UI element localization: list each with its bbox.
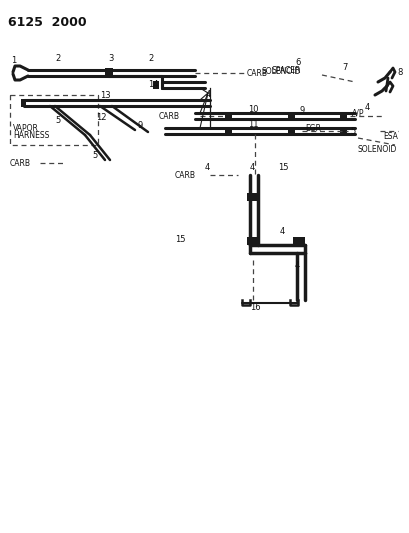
Bar xyxy=(246,193,258,201)
Text: HARNESS: HARNESS xyxy=(13,131,49,140)
Text: 15: 15 xyxy=(175,236,185,245)
Text: 8: 8 xyxy=(396,68,401,77)
Text: 6125  2000: 6125 2000 xyxy=(8,16,86,29)
Text: SOLENOID: SOLENOID xyxy=(261,67,301,76)
Text: ESA: ESA xyxy=(382,132,397,141)
Bar xyxy=(292,237,304,245)
Text: 4: 4 xyxy=(294,261,299,270)
Text: 4: 4 xyxy=(279,228,285,237)
Text: 13: 13 xyxy=(100,91,110,100)
Text: EGR: EGR xyxy=(304,124,320,133)
Text: CARB: CARB xyxy=(159,111,180,120)
Text: CARB: CARB xyxy=(10,158,31,167)
Text: SPACER: SPACER xyxy=(271,66,301,75)
Text: 10: 10 xyxy=(247,104,258,114)
Text: 9: 9 xyxy=(138,120,143,130)
Text: 4: 4 xyxy=(364,102,369,111)
Text: 5: 5 xyxy=(349,126,354,135)
Text: SOLENOID: SOLENOID xyxy=(357,144,396,154)
Text: 15: 15 xyxy=(277,163,288,172)
Text: VAPOR: VAPOR xyxy=(13,124,39,133)
Bar xyxy=(287,112,294,120)
Text: 14: 14 xyxy=(148,79,158,88)
Bar xyxy=(105,68,113,78)
Bar xyxy=(225,127,231,135)
Text: 5: 5 xyxy=(92,150,97,159)
Text: 9: 9 xyxy=(299,106,305,115)
Bar xyxy=(287,127,294,135)
Text: CARB: CARB xyxy=(246,69,267,77)
Text: 4: 4 xyxy=(249,163,255,172)
Text: 1: 1 xyxy=(11,55,16,64)
Bar xyxy=(225,112,231,120)
Bar xyxy=(153,81,159,89)
Text: 11: 11 xyxy=(247,119,258,128)
Text: 2: 2 xyxy=(148,53,153,62)
Text: 3: 3 xyxy=(108,53,113,62)
Text: 16: 16 xyxy=(249,303,260,312)
Bar xyxy=(339,112,346,120)
Text: CARB: CARB xyxy=(175,171,196,180)
Text: 4: 4 xyxy=(205,90,211,99)
Text: A/P: A/P xyxy=(351,109,364,117)
Bar xyxy=(246,237,258,245)
Text: 12: 12 xyxy=(96,112,106,122)
Text: 2: 2 xyxy=(55,53,60,62)
Text: 6: 6 xyxy=(294,58,300,67)
Text: 5: 5 xyxy=(55,116,60,125)
Text: 4: 4 xyxy=(204,163,210,172)
Bar xyxy=(339,127,346,135)
Text: 7: 7 xyxy=(341,62,346,71)
Bar xyxy=(21,99,26,107)
